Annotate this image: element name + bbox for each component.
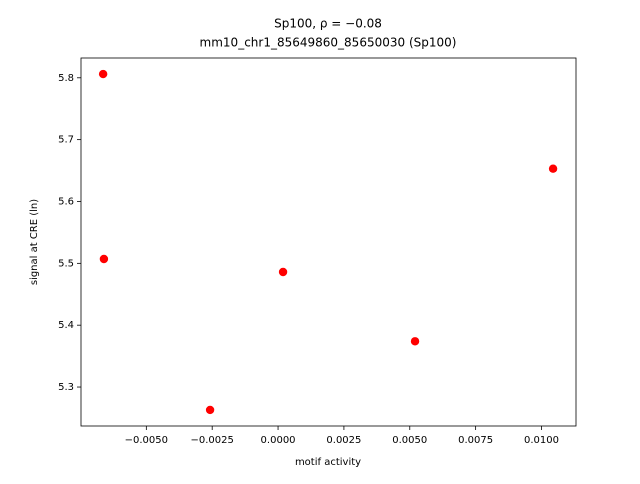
x-tick-label: −0.0025	[191, 435, 234, 446]
y-tick-label: 5.5	[58, 258, 74, 269]
point	[98, 69, 108, 79]
point	[278, 267, 288, 277]
point	[548, 164, 558, 173]
y-axis-label: signal at CRE (ln)	[29, 199, 40, 285]
point	[410, 337, 420, 346]
chart-subtitle: mm10_chr1_85649860_85650030 (Sp100)	[200, 36, 457, 50]
x-tick-label: 0.0050	[392, 435, 427, 446]
y-tick-label: 5.7	[58, 135, 74, 146]
point	[205, 405, 215, 415]
point	[99, 254, 109, 264]
y-tick-label: 5.6	[58, 196, 74, 207]
chart-title: Sp100, ρ = −0.08	[274, 17, 382, 31]
x-axis-label: motif activity	[295, 457, 361, 468]
x-tick-label: 0.0075	[458, 435, 493, 446]
y-tick-label: 5.3	[58, 382, 74, 393]
x-tick-label: 0.0100	[524, 435, 559, 446]
x-tick-label: 0.0025	[326, 435, 361, 446]
y-tick-label: 5.8	[58, 73, 74, 84]
plot-frame	[80, 57, 577, 427]
x-tick-label: −0.0050	[125, 435, 168, 446]
x-tick-label: 0.0000	[261, 435, 296, 446]
y-tick-label: 5.4	[58, 320, 74, 331]
